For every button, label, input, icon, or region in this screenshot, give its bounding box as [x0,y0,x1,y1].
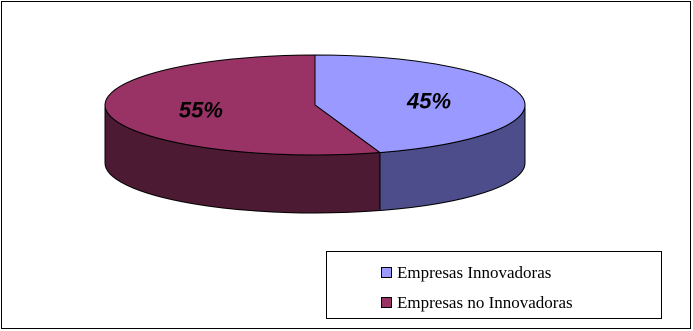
slice-innovadoras-top [314,54,526,154]
legend-item-innovadoras: Empresas Innovadoras [381,260,661,285]
data-label-no-innovadoras: 55% [179,97,223,122]
legend-label-no-innovadoras: Empresas no Innovadoras [397,292,573,312]
data-label-innovadoras: 45% [406,89,451,114]
legend-item-no-innovadoras: Empresas no Innovadoras [381,290,661,315]
pie-data-labels: 45% 55% [179,89,451,123]
legend-swatch-innovadoras [381,267,392,278]
legend-swatch-no-innovadoras [381,297,392,308]
slice-no-innovadoras-top [104,54,382,156]
pie-slices [104,54,526,214]
legend-label-innovadoras: Empresas Innovadoras [397,262,552,282]
chart-legend: Empresas Innovadoras Empresas no Innovad… [326,251,662,319]
